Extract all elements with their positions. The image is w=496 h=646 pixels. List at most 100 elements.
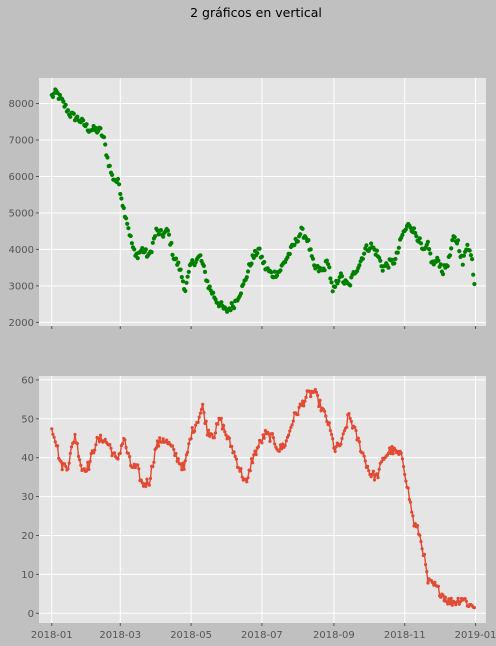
- line-point: [366, 464, 370, 469]
- scatter-point: [471, 272, 476, 277]
- scatter-point: [110, 172, 115, 177]
- scatter-point: [285, 255, 290, 260]
- line-point: [108, 443, 112, 447]
- line-point: [283, 443, 287, 448]
- top-ytick-label: 7000: [9, 136, 34, 147]
- line-point: [246, 476, 250, 480]
- line-point: [224, 433, 228, 437]
- line-point: [219, 416, 223, 420]
- line-point: [450, 603, 454, 607]
- scatter-point: [417, 236, 422, 241]
- scatter-point: [364, 243, 369, 248]
- line-point: [431, 581, 435, 585]
- line-point: [410, 510, 414, 514]
- line-point: [309, 395, 313, 399]
- line-point: [194, 423, 198, 427]
- line-point: [464, 599, 468, 603]
- line-point: [254, 453, 258, 457]
- line-point: [126, 451, 130, 455]
- line-point: [317, 404, 321, 409]
- line-point: [390, 445, 394, 449]
- scatter-point: [121, 205, 126, 211]
- line-point: [53, 440, 57, 444]
- top-ytick-label: 2000: [9, 318, 34, 329]
- line-point: [103, 437, 107, 441]
- scatter-point: [292, 242, 297, 248]
- line-point: [444, 599, 449, 604]
- scatter-point: [436, 258, 441, 263]
- top-scatter-chart: 2000 3000 4000 5000 6000 7000 8000: [9, 78, 486, 329]
- scatter-point: [362, 251, 367, 256]
- scatter-point: [306, 238, 311, 243]
- line-point: [307, 389, 312, 393]
- line-point: [316, 393, 320, 397]
- line-point: [391, 452, 395, 456]
- scatter-point: [413, 230, 418, 236]
- scatter-point: [118, 191, 123, 197]
- line-point: [400, 457, 404, 461]
- scatter-point: [374, 248, 379, 253]
- line-point: [197, 415, 201, 419]
- line-point: [424, 563, 428, 567]
- scatter-point: [440, 272, 446, 277]
- line-point: [196, 420, 200, 424]
- line-point: [463, 597, 467, 601]
- scatter-point: [186, 269, 191, 274]
- line-point: [361, 451, 365, 455]
- scatter-point: [457, 249, 462, 254]
- line-point: [349, 419, 353, 423]
- line-point: [220, 427, 224, 431]
- line-point: [253, 449, 257, 453]
- line-point: [348, 416, 352, 421]
- line-point: [204, 419, 208, 423]
- scatter-point: [255, 251, 260, 256]
- scatter-point: [228, 308, 233, 313]
- scatter-point: [219, 300, 224, 305]
- scatter-point: [101, 135, 107, 140]
- line-point: [78, 458, 82, 462]
- scatter-point: [322, 268, 327, 273]
- line-point: [271, 436, 276, 440]
- line-point: [174, 451, 178, 456]
- scatter-point: [241, 282, 246, 287]
- bottom-y-axis: 0 10 20 30 40 50 60: [21, 375, 39, 620]
- scatter-point: [287, 251, 292, 257]
- line-point: [439, 595, 443, 599]
- line-point: [151, 465, 155, 469]
- scatter-point: [57, 92, 63, 98]
- line-point: [121, 442, 125, 446]
- scatter-point: [185, 274, 190, 279]
- line-point: [190, 426, 194, 430]
- line-point: [256, 445, 260, 449]
- scatter-point: [380, 268, 385, 273]
- scatter-point: [161, 234, 166, 239]
- bottom-plot-area: [39, 376, 486, 623]
- line-point: [118, 451, 122, 455]
- line-point: [112, 451, 117, 455]
- line-point: [72, 440, 76, 444]
- line-point: [208, 434, 212, 438]
- scatter-point: [149, 250, 154, 255]
- line-point: [340, 436, 344, 441]
- line-point: [345, 425, 349, 429]
- scatter-point: [336, 278, 341, 284]
- bottom-xtick-label: 2018-05: [170, 630, 212, 641]
- line-point: [413, 522, 417, 526]
- scatter-point: [143, 247, 148, 252]
- line-point: [443, 595, 447, 599]
- line-point: [402, 465, 406, 469]
- line-point: [222, 423, 226, 428]
- line-point: [145, 477, 149, 481]
- line-point: [216, 422, 220, 426]
- bottom-xtick-label: 2018-03: [99, 630, 141, 641]
- line-point: [60, 468, 64, 472]
- line-point: [87, 467, 91, 471]
- scatter-point: [169, 240, 174, 246]
- scatter-point: [425, 239, 430, 244]
- line-point: [342, 429, 346, 433]
- line-point: [158, 436, 162, 440]
- line-point: [267, 432, 271, 436]
- line-point: [334, 445, 338, 449]
- line-point: [433, 580, 437, 585]
- line-point: [458, 600, 463, 604]
